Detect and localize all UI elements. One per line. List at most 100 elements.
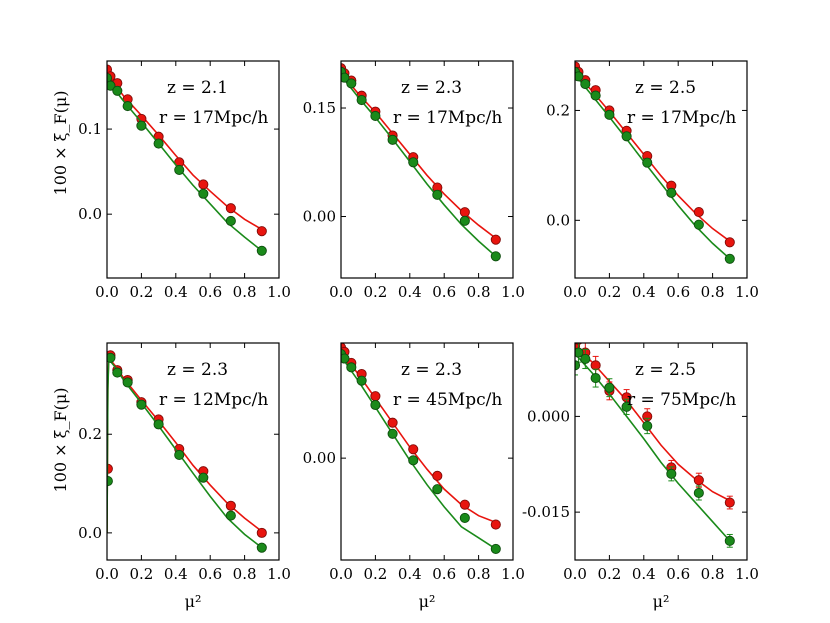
data-point-red [459,207,470,218]
data-point-green [356,375,367,386]
y-tick-label: 0.1 [78,120,102,138]
data-point-green [459,512,470,523]
data-point-green [604,109,615,120]
x-tick-label: 0.4 [398,283,422,301]
x-tick-label: 0.2 [597,283,621,301]
axes-frame [106,60,280,279]
x-tick-label: 0.0 [329,565,353,583]
x-tick-label: 1.0 [501,283,525,301]
annotation-redshift: z = 2.3 [401,360,462,380]
x-tick-label: 0.6 [198,565,222,583]
panel-2: 0.0 0.2 0.4 0.6 0.8 1.0 0.00 0.15 z = 2.3 r = 17M… [303,60,525,301]
y-axis-label-top: 100 × ξ_F(μ) [51,91,70,196]
data-point-green [642,157,653,168]
panel-data [575,61,735,264]
xlabel-3: μ² [653,592,670,611]
data-point-red [387,417,398,428]
data-point-green [153,138,164,149]
panels: 0.0 0.2 0.4 0.6 0.8 1.0 0.0 0.1 z = 2.1 r = 17Mpc… [78,60,759,583]
y-tick-label: 0.0 [546,211,570,229]
data-point-green [225,510,236,521]
data-point-red [256,527,267,538]
data-point-green [408,157,419,168]
panel-4: 0.0 0.2 0.4 0.6 0.8 1.0 0.0 0.2 z = 2.3 r = 12Mpc… [78,342,291,583]
annotation-separation: r = 17Mpc/h [627,108,736,128]
axes-frame [574,342,748,561]
x-tick-label: 0.2 [129,565,153,583]
x-tick-label: 0.0 [329,283,353,301]
data-point-green [107,352,116,363]
x-tick-label: 0.6 [666,283,690,301]
data-point-green [136,399,147,410]
data-point-green [341,353,350,364]
data-point-green [346,362,357,373]
series-curve-red [575,345,731,502]
data-point-green [575,71,584,82]
annotation-redshift: z = 2.1 [167,78,228,98]
data-point-green [107,80,116,91]
y-tick-label: -0.015 [522,503,570,521]
x-tick-label: 0.0 [563,283,587,301]
y-tick-label: 0.2 [78,425,102,443]
data-point-red [225,500,236,511]
data-point-green [225,215,236,227]
series-curve-green [341,74,497,257]
y-tick-label: 0.15 [303,99,336,117]
series-curve-red [341,351,497,524]
data-point-green [341,72,350,83]
annotation-separation: r = 75Mpc/h [627,390,736,410]
series-curve-red [107,74,263,231]
x-tick-label: 1.0 [267,283,291,301]
x-tick-label: 0.6 [666,565,690,583]
data-point-green [122,101,133,112]
data-point-red [256,226,267,237]
panel-3: 0.0 0.2 0.4 0.6 0.8 1.0 0.0 0.2 z = 2.5 r = 17Mpc… [546,60,759,301]
x-tick-label: 0.8 [467,565,491,583]
x-tick-label: 0.4 [632,565,656,583]
data-point-green [387,134,398,145]
data-point-red [432,470,443,481]
x-tick-label: 0.0 [95,283,119,301]
data-point-red [590,360,601,371]
data-point-green [136,120,147,131]
panel-data [341,63,501,262]
x-tick-label: 0.8 [233,283,257,301]
data-point-green [580,79,591,90]
data-point-green [256,542,267,553]
data-point-green [198,188,209,199]
y-tick-label: 0.000 [527,407,570,425]
x-tick-label: 0.0 [563,565,587,583]
data-point-green [621,131,632,142]
y-tick-label: 0.00 [303,208,336,226]
x-tick-label: 0.8 [467,283,491,301]
data-point-green [590,90,601,101]
data-point-green [590,373,601,384]
data-point-green [256,245,267,256]
data-point-green [604,382,615,393]
panel-1: 0.0 0.2 0.4 0.6 0.8 1.0 0.0 0.1 z = 2.1 r = 17Mpc… [78,60,291,301]
x-tick-label: 1.0 [735,283,759,301]
x-tick-label: 0.8 [701,565,725,583]
x-tick-label: 0.8 [701,283,725,301]
data-point-green [107,476,113,487]
x-tick-label: 1.0 [267,565,291,583]
series-curve-green [575,353,731,542]
data-point-green [666,187,677,198]
ylabel-top: 100 × ξ_F(μ) [51,91,70,196]
x-tick-label: 0.4 [164,283,188,301]
x-tick-label: 1.0 [501,565,525,583]
data-point-green [693,487,704,499]
y-tick-label: 0.00 [303,449,336,467]
data-point-green [621,401,632,412]
data-point-green [432,189,443,200]
annotation-separation: r = 45Mpc/h [393,390,502,410]
x-tick-label: 0.6 [198,283,222,301]
data-point-green [459,215,470,226]
data-point-red [693,475,704,486]
data-point-green [346,78,357,89]
x-tick-label: 0.2 [129,283,153,301]
annotation-redshift: z = 2.5 [635,360,696,380]
data-point-red [225,203,236,214]
data-point-green [112,85,123,96]
